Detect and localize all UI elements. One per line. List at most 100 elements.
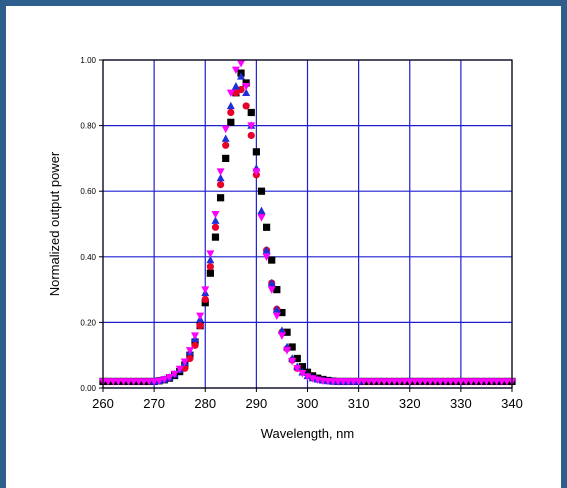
point-3-19 xyxy=(196,312,205,321)
point-2-11 xyxy=(206,255,215,264)
point-3-5 xyxy=(124,378,133,386)
point-3-35 xyxy=(277,332,286,340)
point-0-25 xyxy=(227,118,235,126)
point-3-9 xyxy=(145,378,154,386)
point-0-38 xyxy=(293,354,301,363)
point-3-28 xyxy=(242,83,251,91)
point-1-9 xyxy=(227,108,235,117)
point-3-47 xyxy=(339,378,348,386)
point-3-69 xyxy=(451,378,460,386)
y-tick-label-5: 1.00 xyxy=(80,56,96,65)
point-3-75 xyxy=(482,378,491,386)
point-3-57 xyxy=(390,378,399,386)
point-2-12 xyxy=(211,216,220,224)
point-3-7 xyxy=(134,378,143,386)
point-3-12 xyxy=(160,376,169,384)
point-2-23 xyxy=(267,278,276,287)
point-3-20 xyxy=(201,286,210,294)
point-3-67 xyxy=(441,378,450,386)
y-axis-label: Normalized output power xyxy=(47,151,62,296)
point-3-58 xyxy=(395,378,404,386)
point-2-14 xyxy=(221,134,230,142)
point-3-78 xyxy=(497,378,506,386)
point-0-36 xyxy=(283,328,291,336)
x-tick-label-1: 270 xyxy=(143,396,165,411)
point-3-36 xyxy=(283,347,292,355)
point-3-79 xyxy=(502,378,511,386)
x-axis-label: Wavelength, nm xyxy=(261,426,354,441)
point-3-25 xyxy=(226,89,235,97)
point-3-24 xyxy=(221,125,230,134)
point-3-71 xyxy=(461,378,470,386)
point-3-50 xyxy=(354,378,363,386)
point-0-29 xyxy=(247,108,255,117)
point-1-11 xyxy=(237,85,245,94)
point-0-32 xyxy=(263,223,271,231)
point-3-38 xyxy=(293,365,302,373)
point-2-25 xyxy=(277,326,286,334)
point-0-24 xyxy=(222,154,230,162)
series-3 xyxy=(99,60,516,386)
point-3-66 xyxy=(436,378,445,386)
point-3-1 xyxy=(104,378,113,386)
y-tick-label-3: 0.60 xyxy=(80,187,96,196)
y-tick-label-1: 0.20 xyxy=(80,318,96,327)
axes xyxy=(99,59,513,392)
tick-labels: 260 270 280 290 300 310 320 330 340 0.00 0.20 0.40 0… xyxy=(80,56,522,411)
point-3-2 xyxy=(109,378,118,386)
point-2-18 xyxy=(242,88,251,96)
x-tick-label-7: 330 xyxy=(450,396,472,411)
point-3-59 xyxy=(400,378,409,386)
point-3-39 xyxy=(298,370,307,378)
point-3-77 xyxy=(492,378,501,386)
point-0-34 xyxy=(273,286,281,294)
point-3-26 xyxy=(231,66,240,75)
point-0-37 xyxy=(288,343,296,351)
point-0-30 xyxy=(252,148,260,156)
x-tick-label-3: 290 xyxy=(246,396,268,411)
point-3-51 xyxy=(359,378,368,386)
point-3-48 xyxy=(344,378,353,386)
point-3-68 xyxy=(446,378,455,386)
point-0-28 xyxy=(242,79,250,87)
point-3-8 xyxy=(139,378,148,386)
point-3-49 xyxy=(349,378,358,386)
point-0-33 xyxy=(268,256,276,264)
point-3-15 xyxy=(175,365,184,374)
y-tick-label-2: 0.40 xyxy=(80,253,96,262)
point-2-17 xyxy=(237,72,246,80)
point-3-63 xyxy=(421,378,430,386)
x-tick-label-4: 300 xyxy=(297,396,319,411)
point-0-21 xyxy=(206,269,214,277)
point-2-15 xyxy=(226,101,235,110)
point-3-27 xyxy=(237,60,246,68)
data-series xyxy=(99,60,516,386)
point-0-31 xyxy=(257,187,266,195)
x-tick-label-5: 310 xyxy=(348,396,370,411)
point-3-22 xyxy=(211,210,220,219)
point-3-56 xyxy=(385,378,394,386)
point-3-70 xyxy=(456,378,465,386)
point-3-11 xyxy=(155,377,164,385)
point-2-21 xyxy=(257,206,266,215)
point-3-21 xyxy=(206,250,215,258)
point-0-35 xyxy=(278,308,286,317)
point-1-3 xyxy=(196,322,204,330)
point-1-1 xyxy=(186,354,194,363)
point-1-4 xyxy=(201,295,209,304)
point-3-14 xyxy=(170,370,179,379)
point-3-65 xyxy=(431,378,440,386)
point-3-10 xyxy=(150,378,159,386)
point-3-76 xyxy=(487,378,496,386)
point-0-23 xyxy=(216,194,225,202)
point-2-22 xyxy=(262,246,271,254)
point-3-40 xyxy=(303,373,312,381)
point-1-12 xyxy=(242,102,250,110)
point-3-54 xyxy=(375,378,384,386)
x-tick-label-8: 340 xyxy=(501,396,523,411)
point-1-5 xyxy=(206,263,214,271)
point-3-34 xyxy=(272,312,281,321)
point-3-30 xyxy=(252,168,261,176)
point-3-45 xyxy=(329,378,338,386)
